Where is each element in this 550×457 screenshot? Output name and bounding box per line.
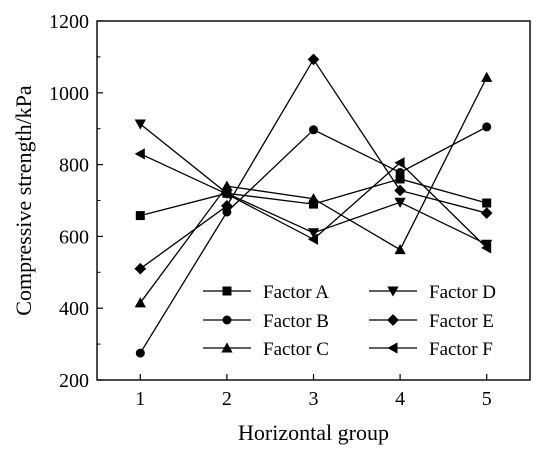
x-tick-label: 3 bbox=[309, 388, 319, 410]
legend-label: Factor F bbox=[429, 339, 493, 360]
x-tick-label: 4 bbox=[395, 388, 405, 410]
x-tick-label: 2 bbox=[222, 388, 232, 410]
legend-item: Factor F bbox=[369, 339, 493, 360]
series-factor-b bbox=[135, 122, 492, 358]
data-point bbox=[307, 228, 320, 239]
data-point bbox=[307, 233, 318, 245]
legend-item: Factor D bbox=[369, 282, 496, 303]
y-axis-title: Compressive strength/kPa bbox=[11, 85, 36, 316]
data-point bbox=[135, 211, 145, 221]
data-point bbox=[134, 297, 146, 308]
y-tick-label: 1200 bbox=[49, 11, 89, 33]
data-point bbox=[309, 199, 318, 209]
legend-marker bbox=[222, 286, 232, 296]
y-tick-label: 1000 bbox=[49, 83, 89, 105]
data-point bbox=[395, 174, 405, 184]
data-point bbox=[221, 188, 232, 200]
data-point bbox=[134, 262, 147, 275]
legend-marker bbox=[387, 314, 399, 326]
legend-marker bbox=[221, 342, 233, 353]
legend-marker bbox=[222, 315, 232, 325]
data-point bbox=[395, 167, 405, 177]
legend-item: Factor B bbox=[203, 311, 329, 332]
data-point bbox=[394, 244, 406, 255]
data-point bbox=[394, 157, 405, 169]
data-point bbox=[135, 348, 145, 358]
data-point bbox=[134, 148, 145, 160]
data-point bbox=[307, 193, 320, 204]
x-axis-title: Horizontal group bbox=[238, 420, 389, 445]
y-tick-label: 200 bbox=[59, 370, 89, 392]
data-point bbox=[134, 119, 146, 130]
data-point bbox=[221, 200, 233, 212]
data-point bbox=[482, 198, 492, 208]
legend-marker bbox=[387, 342, 398, 354]
legend-item: Factor C bbox=[203, 339, 329, 360]
data-point bbox=[482, 122, 492, 132]
legend-label: Factor C bbox=[263, 339, 329, 360]
legend-label: Factor E bbox=[429, 311, 494, 332]
series-factor-e bbox=[134, 53, 493, 275]
series-factor-c bbox=[134, 71, 493, 308]
data-point bbox=[480, 207, 493, 219]
data-point bbox=[394, 197, 406, 208]
data-point bbox=[481, 242, 492, 254]
data-point bbox=[394, 184, 406, 197]
x-tick-label: 5 bbox=[482, 388, 492, 410]
y-tick-label: 800 bbox=[59, 155, 89, 177]
x-tick-label: 1 bbox=[135, 388, 145, 410]
data-point bbox=[307, 53, 320, 66]
legend-item: Factor A bbox=[203, 282, 329, 303]
data-point bbox=[221, 180, 233, 191]
legend-marker bbox=[387, 286, 399, 297]
series-factor-d bbox=[134, 119, 493, 250]
y-tick-label: 400 bbox=[59, 298, 89, 320]
data-point bbox=[222, 207, 232, 217]
data-point bbox=[481, 71, 493, 82]
legend-label: Factor D bbox=[429, 282, 496, 303]
legend-item: Factor E bbox=[369, 311, 494, 332]
plot-series bbox=[134, 53, 493, 358]
legend: Factor A Factor B Factor C Factor D Factor E… bbox=[203, 282, 496, 360]
axes: 200 400 600 800 1000 1200 1 2 3 4 5 bbox=[49, 11, 492, 410]
legend-label: Factor A bbox=[263, 282, 329, 303]
series-line bbox=[139, 123, 487, 245]
data-point bbox=[309, 125, 318, 135]
y-tick-label: 600 bbox=[59, 226, 89, 248]
series-factor-f bbox=[134, 148, 492, 254]
legend-label: Factor B bbox=[263, 311, 329, 332]
